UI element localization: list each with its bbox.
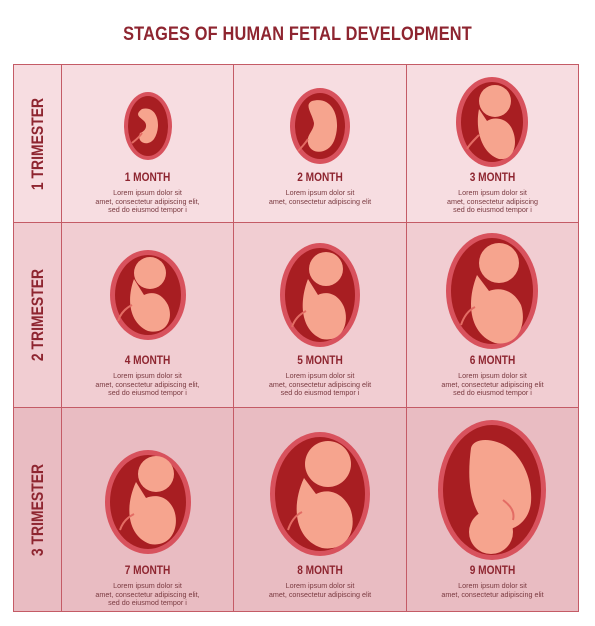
page-title: STAGES OF HUMAN FETAL DEVELOPMENT <box>123 24 472 45</box>
month-description: Lorem ipsum dolor sit amet, consectetur a… <box>95 188 200 215</box>
month-cell-4: 4 MONTH Lorem ipsum dolor sit amet, conse… <box>62 223 234 407</box>
fetus-illustration-month-3 <box>456 77 528 167</box>
month-description: Lorem ipsum dolor sit amet, consectetur a… <box>268 188 372 206</box>
fetus-illustration-month-6 <box>446 233 538 349</box>
trimester-label-cell: 2 TRIMESTER <box>14 223 62 407</box>
month-label: 1 MONTH <box>124 172 171 184</box>
trimester-label-cell: 3 TRIMESTER <box>14 408 62 611</box>
month-description: Lorem ipsum dolor sit amet, consectetur a… <box>95 581 200 608</box>
trimester-row-2: 2 TRIMESTER 4 MONTH Lorem ipsum dolor si… <box>14 223 578 407</box>
month-cell-2: 2 MONTH Lorem ipsum dolor sit amet, conse… <box>234 65 407 222</box>
month-label: 4 MONTH <box>124 355 171 367</box>
trimester-row-1: 1 TRIMESTER 1 MONTH Lorem ipsum dolor si… <box>14 65 578 222</box>
month-description: Lorem ipsum dolor sit amet, consectetur a… <box>268 581 372 599</box>
fetus-illustration-month-5 <box>280 243 360 347</box>
month-cell-8: 8 MONTH Lorem ipsum dolor sit amet, conse… <box>234 408 407 611</box>
month-label: 9 MONTH <box>469 565 516 577</box>
row-divider <box>14 407 578 408</box>
month-description: Lorem ipsum dolor sit amet, consectetur a… <box>446 188 539 215</box>
month-label: 8 MONTH <box>297 565 343 577</box>
month-label: 7 MONTH <box>124 565 171 577</box>
row-divider <box>14 222 578 223</box>
trimester-label: 2 TRIMESTER <box>27 268 47 362</box>
month-label: 3 MONTH <box>469 172 516 184</box>
fetus-illustration-month-2 <box>290 88 350 164</box>
month-cell-9: 9 MONTH Lorem ipsum dolor sit amet, conse… <box>407 408 578 611</box>
trimester-label: 3 TRIMESTER <box>27 463 47 556</box>
month-cell-5: 5 MONTH Lorem ipsum dolor sit amet, conse… <box>234 223 407 407</box>
trimester-row-3: 3 TRIMESTER 7 MONTH Lorem ipsum dolor si… <box>14 408 578 611</box>
fetus-illustration-month-1 <box>124 92 172 160</box>
month-cell-6: 6 MONTH Lorem ipsum dolor sit amet, conse… <box>407 223 578 407</box>
month-label: 6 MONTH <box>469 355 516 367</box>
month-description: Lorem ipsum dolor sit amet, consectetur a… <box>441 371 544 398</box>
month-cell-7: 7 MONTH Lorem ipsum dolor sit amet, conse… <box>62 408 234 611</box>
month-label: 5 MONTH <box>297 355 343 367</box>
fetus-illustration-month-9 <box>438 420 546 560</box>
month-cell-3: 3 MONTH Lorem ipsum dolor sit amet, conse… <box>407 65 578 222</box>
month-description: Lorem ipsum dolor sit amet, consectetur a… <box>268 371 372 398</box>
fetus-illustration-month-7 <box>105 450 191 554</box>
fetal-development-grid: 1 TRIMESTER 1 MONTH Lorem ipsum dolor si… <box>13 64 579 612</box>
month-label: 2 MONTH <box>297 172 343 184</box>
trimester-label: 1 TRIMESTER <box>27 97 47 190</box>
fetus-illustration-month-8 <box>270 432 370 556</box>
month-description: Lorem ipsum dolor sit amet, consectetur a… <box>95 371 200 398</box>
month-cell-1: 1 MONTH Lorem ipsum dolor sit amet, conse… <box>62 65 234 222</box>
trimester-label-cell: 1 TRIMESTER <box>14 65 62 222</box>
fetus-illustration-month-4 <box>110 250 186 340</box>
month-description: Lorem ipsum dolor sit amet, consectetur a… <box>441 581 544 599</box>
